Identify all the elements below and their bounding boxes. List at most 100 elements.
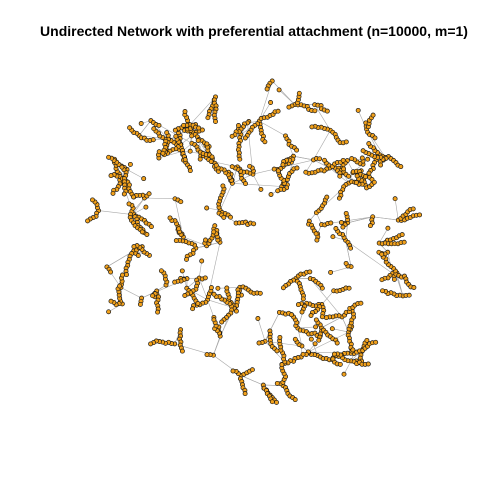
network-node [359, 155, 365, 161]
network-node [308, 336, 314, 342]
network-node [156, 122, 162, 128]
network-node [182, 293, 188, 298]
network-node [300, 351, 306, 357]
network-node [312, 108, 318, 114]
network-node [317, 156, 323, 162]
network-node [85, 218, 91, 224]
network-node [312, 341, 318, 347]
network-node [187, 148, 193, 154]
network-node [366, 141, 372, 147]
network-node [308, 313, 314, 318]
network-node [337, 361, 343, 367]
network-node [204, 205, 210, 211]
network-node [274, 380, 280, 386]
network-node [330, 356, 336, 362]
network-node [90, 197, 95, 203]
network-node [106, 309, 112, 315]
network-node [150, 137, 156, 143]
network-node [401, 239, 407, 245]
network-node [329, 326, 335, 332]
network-node [190, 306, 196, 312]
network-node [343, 139, 349, 145]
network-node [289, 312, 294, 318]
network-edge [269, 312, 280, 332]
network-node [358, 300, 364, 306]
network-node [158, 268, 164, 274]
network-node [313, 231, 319, 237]
network-node [151, 126, 157, 132]
network-node [173, 238, 179, 244]
network-node [363, 174, 368, 180]
network-node [141, 176, 147, 182]
network-node [126, 182, 132, 188]
network-node [300, 296, 306, 302]
network-node [348, 245, 354, 251]
network-node [197, 156, 203, 162]
network-node [255, 316, 261, 321]
network-edge [189, 96, 216, 125]
network-node [258, 186, 264, 192]
network-node [365, 156, 371, 162]
network-node [211, 317, 217, 323]
network-node [230, 368, 236, 374]
network-node [251, 221, 257, 227]
network-node [379, 251, 385, 257]
network-node [366, 170, 372, 176]
network-node [294, 165, 300, 171]
network-node [280, 285, 286, 291]
network-edge [126, 169, 144, 179]
network-node [189, 133, 195, 139]
network-edge [343, 360, 352, 375]
network-node [224, 285, 230, 291]
network-node [364, 337, 370, 343]
network-node [155, 309, 161, 315]
network-node [292, 397, 298, 403]
network-node [274, 348, 280, 354]
network-edge [394, 198, 399, 221]
network-node [137, 301, 143, 307]
network-node [406, 292, 412, 298]
network-edge [98, 210, 131, 215]
network-node [340, 157, 346, 163]
network-node [121, 191, 127, 197]
network-node [187, 168, 193, 174]
network-edge [332, 328, 349, 333]
network-node [275, 108, 281, 114]
network-node [237, 156, 243, 162]
network-node [229, 133, 235, 139]
network-edge [372, 216, 399, 221]
network-node [268, 100, 274, 105]
network-node [392, 196, 398, 202]
network-node [204, 352, 210, 358]
network-node [148, 224, 154, 230]
network-node [333, 226, 339, 231]
network-node [349, 156, 355, 162]
network-edge [378, 228, 389, 244]
network-node [286, 104, 292, 110]
network-node [296, 90, 302, 96]
network-node [341, 166, 347, 172]
network-node [343, 210, 349, 216]
network-node [336, 195, 342, 201]
network-node [337, 173, 343, 179]
network-node [108, 269, 114, 275]
network-node [212, 223, 218, 229]
network-node [127, 125, 133, 131]
network-edge [313, 130, 331, 161]
network-node [277, 334, 283, 340]
network-edge [198, 260, 202, 279]
network-node [319, 285, 325, 291]
network-node [167, 215, 173, 221]
network-node [276, 87, 282, 93]
network-node [213, 119, 218, 124]
network-nodes [85, 78, 423, 405]
network-node [172, 279, 178, 285]
network-node [373, 339, 379, 345]
network-node [380, 288, 385, 294]
network-node [120, 272, 125, 278]
network-node [143, 204, 149, 210]
network-node [182, 109, 188, 114]
network-node [307, 269, 313, 275]
network-node [294, 147, 300, 153]
network-edge [321, 290, 334, 305]
